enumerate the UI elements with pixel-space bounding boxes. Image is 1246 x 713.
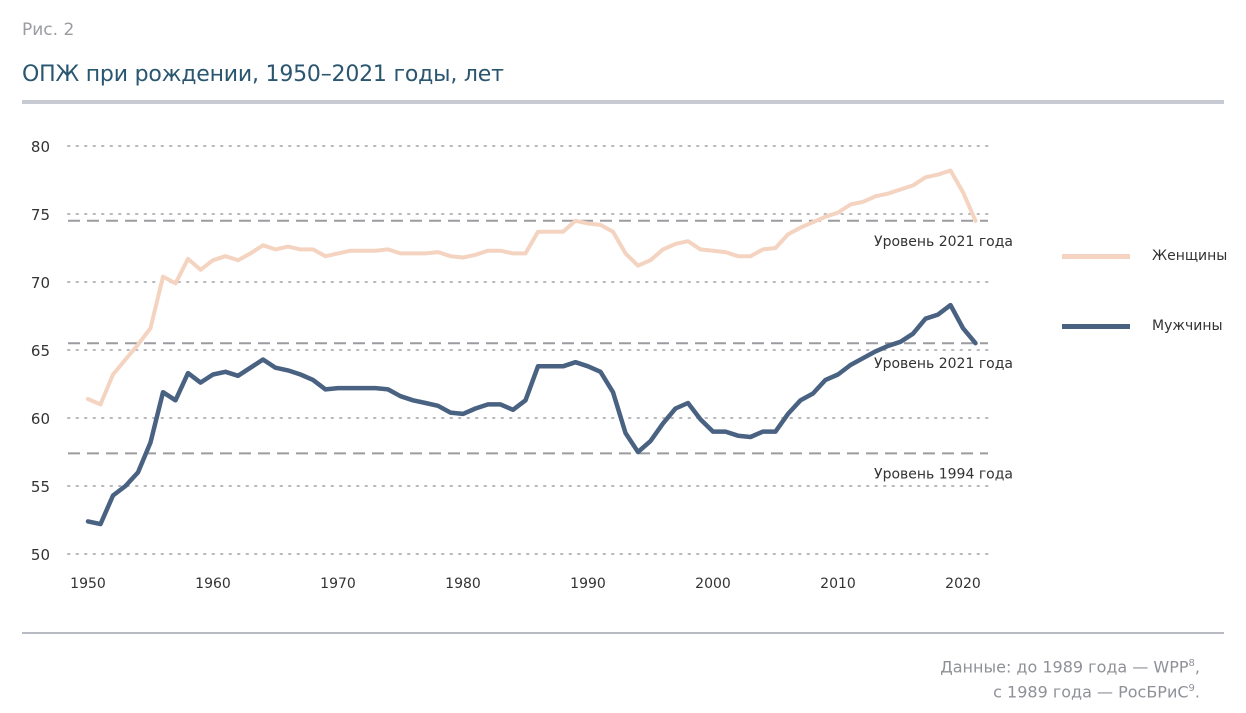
x-tick-label: 2010 (820, 576, 856, 592)
legend-swatch-female (1062, 253, 1130, 259)
series-line-male (85, 302, 978, 527)
legend-label: Женщины (1152, 248, 1228, 264)
y-tick-label: 55 (31, 478, 50, 496)
bottom-divider (22, 632, 1224, 634)
x-tick-label: 1980 (445, 576, 481, 592)
series-line-female (86, 168, 978, 407)
legend-item-male: Мужчины (1062, 314, 1227, 338)
series-lines (85, 168, 978, 527)
x-tick-label: 1970 (320, 576, 356, 592)
y-axis-labels: 50 55 60 65 70 75 80 (31, 138, 50, 564)
legend-item-female: Женщины (1062, 244, 1227, 268)
y-tick-label: 80 (31, 138, 50, 156)
gridlines (67, 145, 989, 555)
top-divider (22, 100, 1224, 104)
x-tick-label: 2020 (945, 576, 981, 592)
figure-label: Рис. 2 (22, 20, 75, 40)
reference-lines: Уровень 2021 года Уровень 2021 года Уровен… (68, 219, 1013, 482)
legend-swatch-male (1062, 323, 1130, 329)
legend-label: Мужчины (1152, 318, 1223, 334)
y-tick-label: 60 (31, 410, 50, 428)
reference-label: Уровень 2021 года (874, 234, 1013, 250)
reference-label: Уровень 1994 года (874, 466, 1013, 482)
y-tick-label: 75 (31, 206, 50, 224)
reference-label: Уровень 2021 года (874, 356, 1013, 372)
source-line-1: Данные: до 1989 года — WPP8, (940, 657, 1200, 677)
x-tick-label: 2000 (695, 576, 731, 592)
x-tick-label: 1950 (70, 576, 106, 592)
source-line-2: с 1989 года — РосБРиС9. (993, 682, 1200, 702)
source-note: Данные: до 1989 года — WPP8, с 1989 года… (940, 653, 1200, 704)
legend: Женщины Мужчины (1062, 244, 1227, 384)
y-tick-label: 50 (31, 546, 50, 564)
y-tick-label: 65 (31, 342, 50, 360)
y-tick-label: 70 (31, 274, 50, 292)
x-tick-label: 1960 (195, 576, 231, 592)
x-axis-labels: 1950 1960 1970 1980 1990 2000 2010 2020 (70, 576, 981, 592)
x-tick-label: 1990 (570, 576, 606, 592)
chart-title: ОПЖ при рождении, 1950–2021 годы, лет (22, 62, 504, 87)
